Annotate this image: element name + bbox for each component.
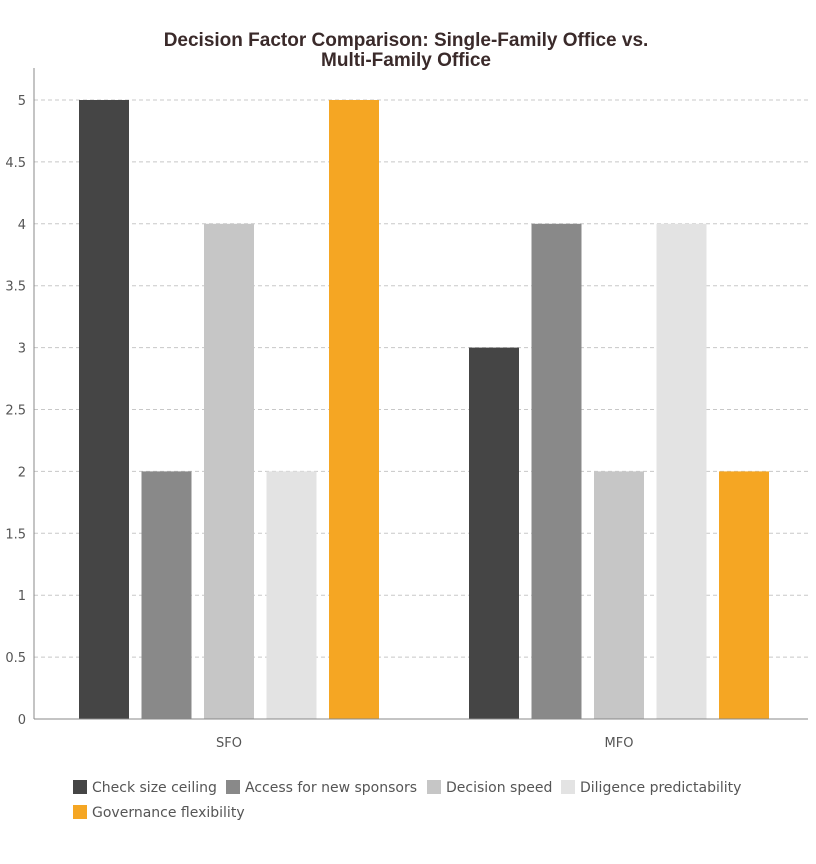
x-axis-labels: SFO MFO [216,736,633,751]
y-tick-label: 4 [18,218,26,233]
legend-item: Check size ceiling [73,780,217,796]
legend-label: Decision speed [446,780,552,796]
y-tick-label: 2 [18,465,26,480]
y-tick-label: 1.5 [5,527,26,542]
y-tick-label: 4.5 [5,156,26,171]
legend-label: Diligence predictability [580,780,741,796]
bar-mfo-1 [531,223,582,720]
bar-mfo-0 [469,347,519,719]
y-axis-ticks: 0 0.5 1 1.5 2 2.5 3 3.5 4 4.5 5 [5,94,26,728]
y-tick-label: 3.5 [5,280,26,295]
legend-item: Governance flexibility [73,805,245,821]
legend-swatch [561,780,575,794]
chart-title-line-1: Decision Factor Comparison: Single-Famil… [164,30,649,51]
legend-swatch [226,780,240,794]
chart-title-line-2: Multi-Family Office [321,50,491,71]
y-tick-label: 0.5 [5,651,26,666]
bar-sfo-3 [266,471,317,719]
x-category-label: SFO [216,736,242,751]
axes [33,68,808,720]
bar-mfo-2 [594,471,644,719]
legend-item: Access for new sponsors [226,780,417,796]
bar-sfo-2 [204,223,254,720]
legend-label: Check size ceiling [92,780,217,796]
legend-swatch [73,805,87,819]
legend-swatch [73,780,87,794]
legend-label: Governance flexibility [92,805,245,821]
legend-label: Access for new sponsors [245,780,417,796]
y-tick-label: 1 [18,589,26,604]
bars [79,100,769,720]
bar-sfo-0 [79,100,129,719]
legend-swatch [427,780,441,794]
legend: Check size ceiling Access for new sponsor… [73,780,741,821]
bar-sfo-1 [141,471,192,719]
bar-mfo-4 [719,471,769,719]
y-tick-label: 3 [18,342,26,357]
y-tick-label: 2.5 [5,404,26,419]
legend-item: Diligence predictability [561,780,741,796]
y-tick-label: 0 [18,713,26,728]
legend-item: Decision speed [427,780,552,796]
bar-sfo-4 [329,100,379,719]
y-tick-label: 5 [18,94,26,109]
bar-mfo-3 [656,223,707,720]
x-category-label: MFO [605,736,634,751]
